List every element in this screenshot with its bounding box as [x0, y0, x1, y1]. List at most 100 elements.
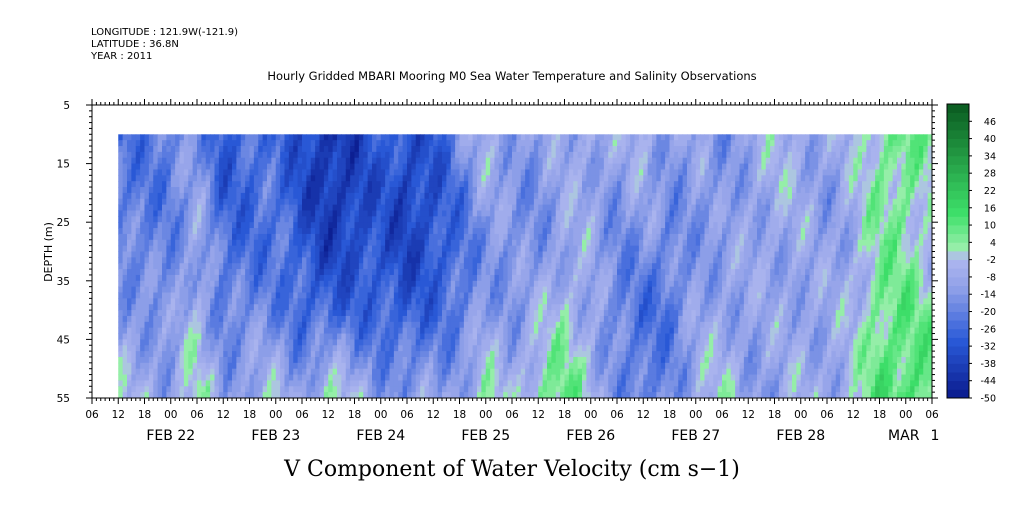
heatmap-cell [582, 327, 587, 335]
heatmap-cell [232, 210, 237, 217]
heatmap-cell [188, 274, 194, 282]
heatmap-cell [258, 257, 264, 264]
heatmap-cell [586, 345, 592, 352]
heatmap-cell [485, 356, 491, 364]
heatmap-cell [201, 327, 207, 335]
heatmap-cell [450, 280, 456, 288]
heatmap-cell [402, 333, 408, 340]
heatmap-cell [337, 298, 342, 305]
heatmap-cell [162, 181, 167, 188]
heatmap-cell [332, 386, 338, 393]
heatmap-cell [310, 286, 316, 294]
heatmap-cell [437, 333, 443, 340]
heatmap-cell [367, 151, 373, 159]
heatmap-cell [442, 239, 447, 247]
heatmap-cell [236, 204, 242, 211]
heatmap-cell [529, 292, 535, 299]
heatmap-cell [398, 386, 404, 393]
heatmap-cell [302, 274, 307, 282]
heatmap-cell [560, 151, 566, 159]
heatmap-cell [205, 228, 211, 235]
heatmap-cell [450, 368, 456, 376]
heatmap-cell [372, 263, 377, 270]
heatmap-cell [398, 345, 404, 352]
heatmap-cell [337, 274, 342, 282]
heatmap-cell [595, 245, 601, 252]
heatmap-cell [442, 228, 447, 235]
heatmap-cell [494, 169, 500, 176]
heatmap-cell [315, 292, 321, 299]
heatmap-cell [586, 251, 592, 258]
heatmap-cell [586, 157, 592, 165]
heatmap-cell [192, 198, 198, 206]
heatmap-cell [490, 233, 496, 241]
heatmap-cell [573, 345, 579, 352]
heatmap-cell [253, 146, 259, 153]
heatmap-cell [573, 204, 579, 211]
heatmap-cell [345, 257, 351, 264]
heatmap-cell [236, 169, 242, 176]
heatmap-cell [560, 157, 566, 165]
heatmap-cell [166, 392, 172, 398]
heatmap-cell [275, 351, 281, 358]
heatmap-cell [188, 222, 194, 229]
heatmap-cell [232, 239, 237, 247]
heatmap-cell [175, 263, 181, 270]
heatmap-cell [573, 210, 579, 217]
heatmap-cell [328, 210, 334, 217]
heatmap-cell [170, 292, 176, 299]
heatmap-cell [516, 356, 522, 364]
heatmap-cell [262, 310, 268, 317]
heatmap-cell [135, 351, 141, 358]
heatmap-cell [122, 251, 128, 258]
heatmap-cell [564, 187, 570, 194]
heatmap-cell [547, 327, 552, 335]
heatmap-cell [210, 140, 216, 147]
heatmap-cell [218, 175, 224, 182]
heatmap-cell [525, 239, 531, 247]
heatmap-cell [170, 280, 176, 288]
heatmap-cell [253, 333, 259, 340]
heatmap-cell [293, 263, 299, 270]
heatmap-cell [275, 392, 281, 398]
heatmap-cell [306, 146, 312, 153]
heatmap-cell [297, 368, 303, 376]
heatmap-cell [183, 263, 189, 270]
heatmap-cell [380, 310, 386, 317]
heatmap-cell [372, 304, 377, 311]
heatmap-cell [372, 163, 377, 170]
heatmap-cell [459, 298, 465, 305]
heatmap-cell [555, 333, 561, 340]
heatmap-cell [153, 292, 159, 299]
heatmap-cell [568, 181, 574, 188]
heatmap-cell [577, 269, 583, 276]
heatmap-cell [179, 345, 185, 352]
heatmap-cell [542, 233, 548, 241]
heatmap-cell [245, 345, 251, 352]
heatmap-cell [577, 333, 583, 340]
heatmap-cell [542, 245, 548, 252]
heatmap-cell [542, 356, 548, 364]
heatmap-cell [323, 222, 329, 229]
heatmap-cell [267, 198, 272, 206]
heatmap-cell [590, 362, 596, 370]
heatmap-cell [350, 315, 356, 323]
heatmap-cell [551, 134, 557, 141]
heatmap-cell [433, 321, 439, 329]
heatmap-cell [205, 310, 211, 317]
heatmap-cell [192, 140, 198, 147]
heatmap-cell [398, 263, 404, 270]
heatmap-cell [485, 163, 491, 170]
heatmap-cell [385, 274, 391, 282]
heatmap-cell [240, 169, 246, 176]
heatmap-cell [271, 274, 277, 282]
heatmap-cell [223, 351, 229, 358]
heatmap-cell [564, 239, 570, 247]
heatmap-cell [332, 239, 338, 247]
heatmap-cell [144, 280, 150, 288]
heatmap-cell [376, 374, 382, 381]
heatmap-cell [170, 380, 176, 387]
heatmap-cell [437, 292, 443, 299]
heatmap-cell [363, 368, 369, 376]
heatmap-cell [424, 245, 430, 252]
